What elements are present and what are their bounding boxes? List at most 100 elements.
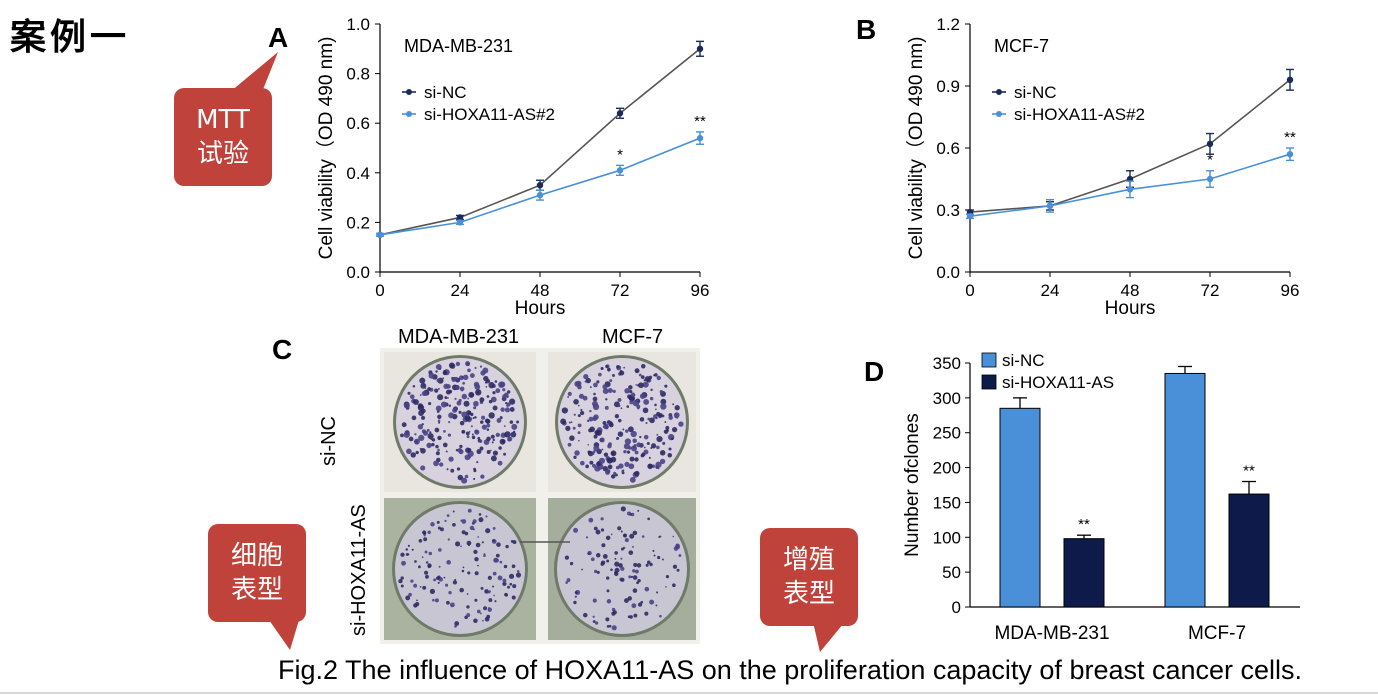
colony xyxy=(425,561,429,564)
colony xyxy=(417,565,421,569)
colony xyxy=(593,392,596,396)
colony xyxy=(434,388,439,393)
colony xyxy=(624,598,629,603)
mtt-callout: MTT 试验 xyxy=(174,88,272,186)
colony xyxy=(641,364,646,369)
colony xyxy=(653,374,656,377)
colony xyxy=(665,575,670,579)
colony xyxy=(486,449,491,455)
colony xyxy=(602,384,608,390)
colony xyxy=(634,450,639,455)
colony xyxy=(436,520,440,524)
colony xyxy=(478,517,484,523)
colony xyxy=(632,530,638,536)
colony xyxy=(577,404,580,407)
colony xyxy=(418,434,425,441)
colony xyxy=(579,410,585,416)
colony xyxy=(477,536,480,538)
colony xyxy=(462,374,469,381)
colony xyxy=(592,598,597,603)
panel-letter-d: D xyxy=(864,356,885,387)
colony xyxy=(596,380,600,384)
colony xyxy=(645,563,649,567)
colony xyxy=(511,595,516,600)
colony xyxy=(463,400,470,407)
colony xyxy=(424,550,428,554)
colony xyxy=(509,398,516,405)
colony xyxy=(565,581,568,584)
colony xyxy=(652,549,655,552)
colony xyxy=(413,583,418,588)
colony xyxy=(512,584,517,589)
colony xyxy=(413,438,420,445)
colony xyxy=(473,406,477,410)
colony xyxy=(610,474,616,479)
colony xyxy=(496,542,501,547)
colony xyxy=(502,578,507,583)
x-tick-label: 0 xyxy=(965,281,974,300)
colony xyxy=(604,405,609,410)
colony xyxy=(462,431,465,434)
colony xyxy=(624,461,630,467)
colony xyxy=(466,435,470,439)
colony xyxy=(633,613,638,618)
data-point xyxy=(1286,151,1294,158)
colony xyxy=(452,580,458,585)
colony xyxy=(474,598,478,602)
colony xyxy=(643,434,649,440)
significance-label: * xyxy=(1207,152,1213,169)
colony xyxy=(480,474,485,479)
colony xyxy=(495,553,500,558)
colony xyxy=(654,403,657,407)
colony xyxy=(438,565,441,568)
colony xyxy=(507,438,511,442)
colony xyxy=(590,557,595,562)
colony xyxy=(650,388,653,391)
x-axis-label: Hours xyxy=(515,298,566,319)
colony xyxy=(588,416,594,422)
y-tick-label: 0.3 xyxy=(936,201,960,220)
colony xyxy=(623,366,626,369)
colony xyxy=(478,439,483,443)
colony xyxy=(454,625,457,628)
colony xyxy=(627,596,632,601)
data-point xyxy=(696,45,704,52)
colony xyxy=(443,576,446,579)
colony xyxy=(473,400,479,407)
colony xyxy=(443,430,446,433)
colony xyxy=(504,407,511,413)
colony xyxy=(631,445,637,452)
page-heading: 案例一 xyxy=(10,16,131,58)
colony xyxy=(564,555,570,560)
colony xyxy=(623,449,627,454)
colony xyxy=(630,575,634,579)
colony xyxy=(415,450,419,455)
colony xyxy=(466,605,470,609)
cell-callout-line1: 细胞 xyxy=(230,541,283,571)
colony xyxy=(643,399,650,405)
category-label: MDA-MB-231 xyxy=(994,623,1109,644)
colony xyxy=(406,448,412,455)
legend-marker xyxy=(996,111,1002,117)
colony xyxy=(472,519,477,524)
colony xyxy=(474,429,478,434)
colony xyxy=(487,607,492,612)
colony xyxy=(444,396,448,400)
colony xyxy=(678,421,684,427)
colony xyxy=(452,407,458,413)
colony xyxy=(470,417,473,420)
colony xyxy=(456,400,462,406)
colony xyxy=(632,575,638,580)
colony xyxy=(598,372,602,377)
colony xyxy=(400,584,404,588)
colony xyxy=(628,550,634,555)
y-tick-label: 0.2 xyxy=(346,213,370,232)
legend-label: si-NC xyxy=(1014,83,1057,102)
legend-label: si-HOXA11-AS#2 xyxy=(1014,105,1145,124)
colony xyxy=(486,395,490,398)
colony xyxy=(570,421,573,424)
colony xyxy=(429,431,432,434)
colony xyxy=(476,461,479,464)
colony xyxy=(490,455,497,462)
prolif-callout-line2: 表型 xyxy=(782,579,835,609)
